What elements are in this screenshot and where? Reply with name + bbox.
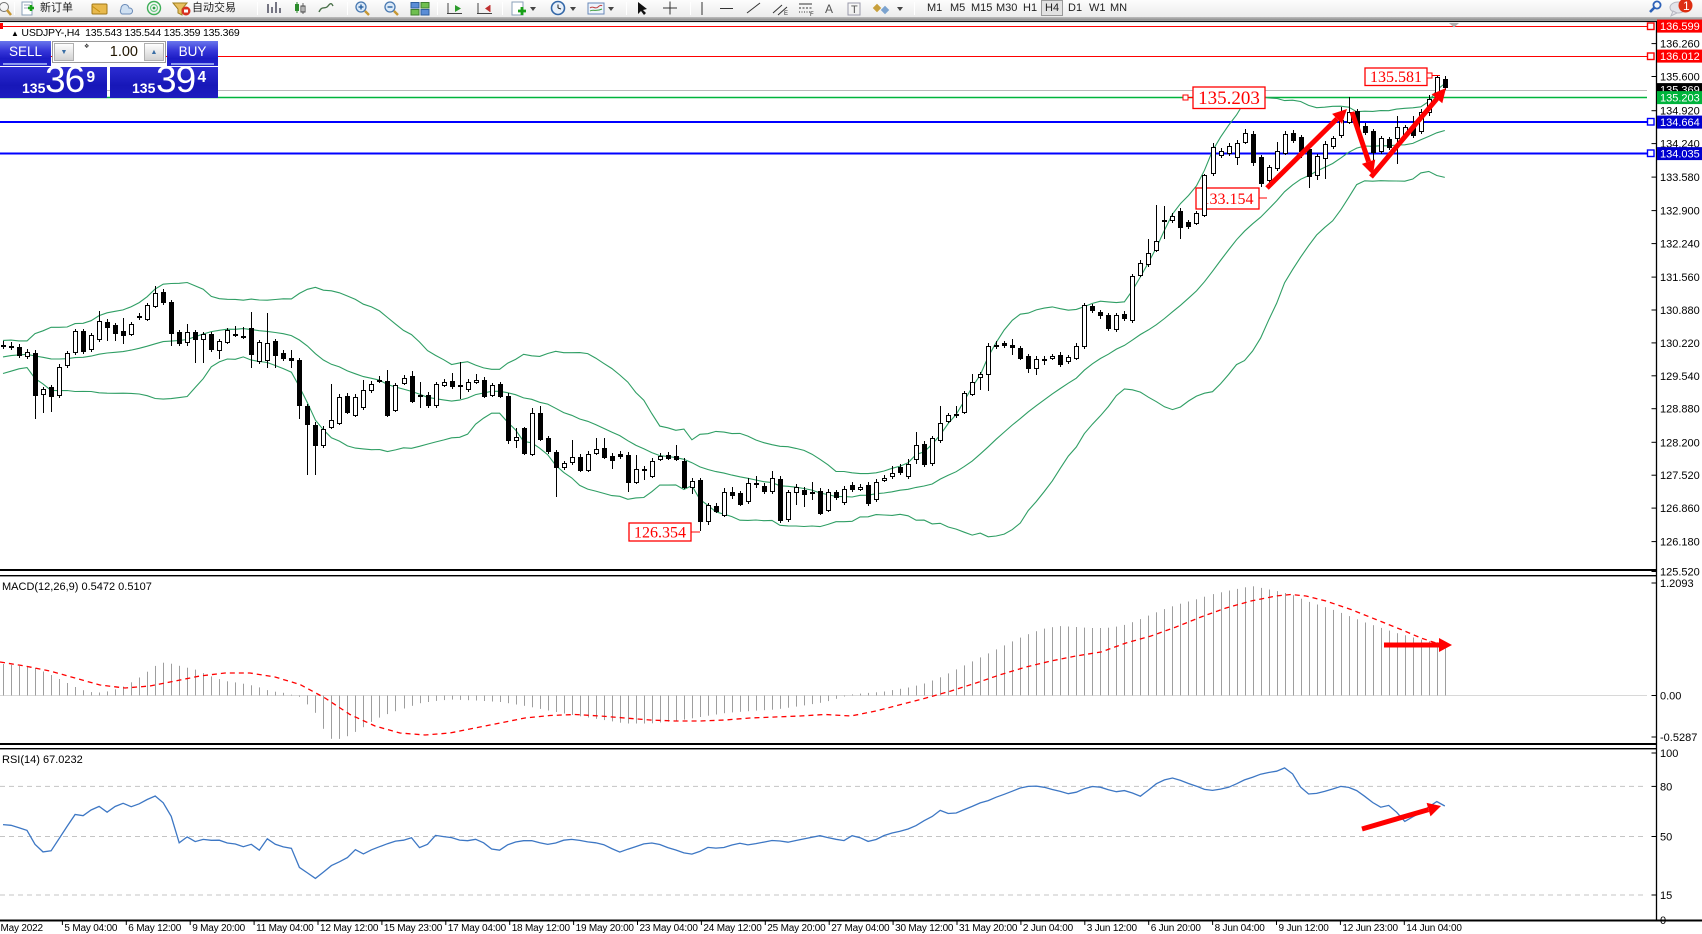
svg-text:18 May 12:00: 18 May 12:00 — [512, 923, 571, 934]
svg-text:134.920: 134.920 — [1660, 106, 1700, 118]
svg-text:135.203: 135.203 — [1660, 93, 1700, 105]
svg-text:128.200: 128.200 — [1660, 437, 1700, 449]
svg-text:17 May 04:00: 17 May 04:00 — [448, 923, 507, 934]
svg-text:130.880: 130.880 — [1660, 305, 1700, 317]
svg-text:23 May 04:00: 23 May 04:00 — [640, 923, 699, 934]
svg-text:-0.5287: -0.5287 — [1660, 732, 1697, 744]
svg-text:31 May 20:00: 31 May 20:00 — [959, 923, 1018, 934]
svg-text:135.600: 135.600 — [1660, 72, 1700, 84]
svg-text:3 Jun 12:00: 3 Jun 12:00 — [1087, 923, 1138, 934]
svg-text:9 May 20:00: 9 May 20:00 — [192, 923, 245, 934]
svg-text:127.520: 127.520 — [1660, 470, 1700, 482]
svg-text:25 May 20:00: 25 May 20:00 — [767, 923, 826, 934]
svg-text:80: 80 — [1660, 781, 1672, 793]
svg-text:100: 100 — [1660, 748, 1678, 760]
svg-text:126.180: 126.180 — [1660, 537, 1700, 549]
svg-text:1.2093: 1.2093 — [1660, 578, 1694, 590]
svg-text:May 2022: May 2022 — [1, 923, 44, 934]
svg-text:126.860: 126.860 — [1660, 503, 1700, 515]
svg-text:MACD(12,26,9) 0.5472 0.5107: MACD(12,26,9) 0.5472 0.5107 — [2, 581, 152, 593]
svg-text:0: 0 — [1660, 915, 1666, 927]
svg-text:129.540: 129.540 — [1660, 371, 1700, 383]
svg-text:19 May 20:00: 19 May 20:00 — [576, 923, 635, 934]
svg-text:12 May 12:00: 12 May 12:00 — [320, 923, 379, 934]
svg-text:133.154: 133.154 — [1202, 191, 1254, 208]
svg-text:131.560: 131.560 — [1660, 272, 1700, 284]
svg-text:27 May 04:00: 27 May 04:00 — [831, 923, 890, 934]
svg-text:135.203: 135.203 — [1198, 88, 1260, 109]
svg-text:136.012: 136.012 — [1660, 51, 1700, 63]
svg-text:24 May 12:00: 24 May 12:00 — [703, 923, 762, 934]
svg-text:1: 1 — [1683, 0, 1690, 13]
svg-text:A: A — [825, 2, 833, 16]
svg-text:15: 15 — [1660, 890, 1672, 902]
svg-text:15 May 23:00: 15 May 23:00 — [384, 923, 443, 934]
svg-text:14 Jun 04:00: 14 Jun 04:00 — [1406, 923, 1462, 934]
svg-text:136.599: 136.599 — [1660, 21, 1700, 33]
svg-text:134.664: 134.664 — [1660, 117, 1700, 129]
svg-text:2 Jun 04:00: 2 Jun 04:00 — [1023, 923, 1074, 934]
svg-text:132.900: 132.900 — [1660, 206, 1700, 218]
svg-text:9 Jun 12:00: 9 Jun 12:00 — [1279, 923, 1330, 934]
svg-text:8 Jun 04:00: 8 Jun 04:00 — [1215, 923, 1266, 934]
svg-text:0.00: 0.00 — [1660, 691, 1681, 703]
svg-text:RSI(14) 67.0232: RSI(14) 67.0232 — [2, 754, 83, 766]
svg-text:135.581: 135.581 — [1370, 69, 1422, 86]
svg-text:125.520: 125.520 — [1660, 567, 1700, 579]
svg-text:T: T — [851, 4, 858, 16]
svg-text:136.260: 136.260 — [1660, 39, 1700, 51]
svg-text:128.880: 128.880 — [1660, 404, 1700, 416]
svg-text:11 May 04:00: 11 May 04:00 — [256, 923, 314, 934]
svg-text:30 May 12:00: 30 May 12:00 — [895, 923, 954, 934]
svg-text:F: F — [810, 12, 814, 17]
svg-text:5 May 04:00: 5 May 04:00 — [64, 923, 117, 934]
svg-text:E: E — [784, 11, 788, 17]
svg-text:6 Jun 20:00: 6 Jun 20:00 — [1151, 923, 1202, 934]
svg-text:12 Jun 23:00: 12 Jun 23:00 — [1342, 923, 1398, 934]
svg-text:130.220: 130.220 — [1660, 338, 1700, 350]
svg-text:134.035: 134.035 — [1660, 149, 1700, 161]
svg-text:126.354: 126.354 — [634, 524, 686, 541]
svg-text:132.240: 132.240 — [1660, 239, 1700, 251]
svg-text:50: 50 — [1660, 832, 1672, 844]
svg-text:133.580: 133.580 — [1660, 172, 1700, 184]
svg-text:6 May 12:00: 6 May 12:00 — [128, 923, 181, 934]
